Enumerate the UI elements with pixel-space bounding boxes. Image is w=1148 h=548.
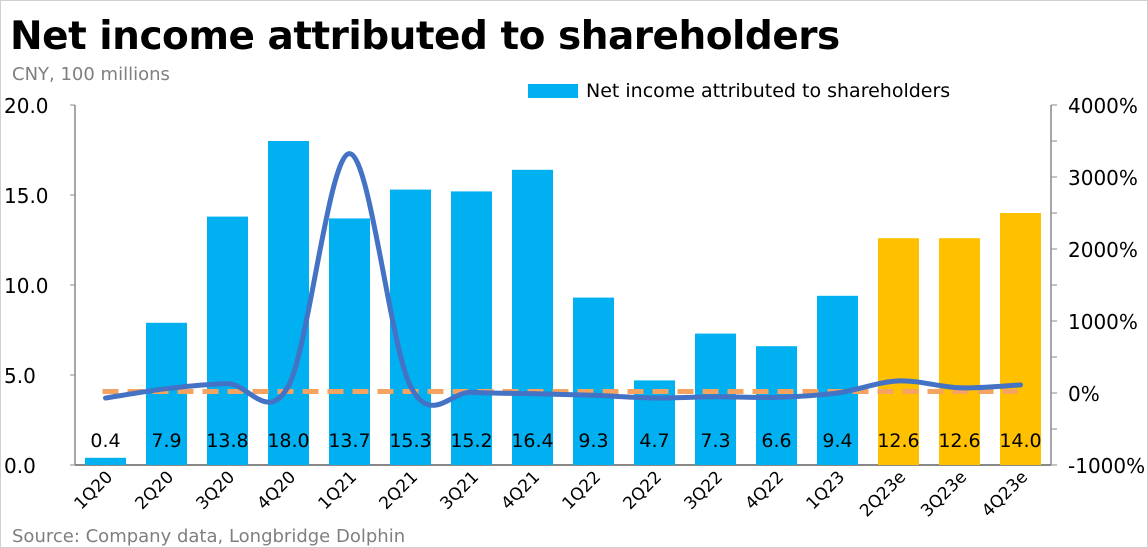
bar-1Q21 bbox=[329, 218, 370, 465]
right-tick-label: -1000% bbox=[1068, 454, 1145, 478]
data-label: 12.6 bbox=[877, 430, 919, 452]
x-tick-label: 2Q23e bbox=[856, 467, 910, 521]
data-label: 4.7 bbox=[639, 430, 669, 452]
left-tick-label: 10.0 bbox=[4, 274, 49, 298]
data-label: 15.3 bbox=[389, 430, 431, 452]
bar-3Q21 bbox=[451, 191, 492, 465]
right-tick-label: 0% bbox=[1068, 382, 1100, 406]
source-note: Source: Company data, Longbridge Dolphin bbox=[12, 526, 406, 547]
x-tick-label: 4Q21 bbox=[497, 467, 544, 514]
x-tick-label: 4Q22 bbox=[741, 467, 788, 514]
data-label: 12.6 bbox=[938, 430, 980, 452]
data-label: 9.4 bbox=[822, 430, 852, 452]
bar-4Q22 bbox=[756, 346, 797, 465]
data-label: 15.2 bbox=[450, 430, 492, 452]
right-tick-label: 3000% bbox=[1068, 166, 1138, 190]
data-label: 7.3 bbox=[700, 430, 730, 452]
unit-label: CNY, 100 millions bbox=[12, 64, 170, 85]
x-tick-label: 1Q20 bbox=[70, 467, 117, 514]
bar-2Q22 bbox=[634, 380, 675, 465]
x-tick-label: 2Q21 bbox=[375, 467, 422, 514]
bar-1Q20 bbox=[85, 457, 126, 465]
bar-4Q20 bbox=[268, 141, 309, 465]
data-label: 9.3 bbox=[578, 430, 608, 452]
left-tick-label: 5.0 bbox=[4, 364, 36, 388]
legend: Net income attributed to shareholders bbox=[528, 80, 950, 102]
data-label: 16.4 bbox=[511, 430, 553, 452]
bar-1Q23 bbox=[817, 295, 858, 465]
bar-2Q23e bbox=[878, 238, 919, 465]
data-label: 14.0 bbox=[999, 430, 1041, 452]
bar-2Q21 bbox=[390, 189, 431, 465]
chart-title: Net income attributed to shareholders bbox=[10, 14, 840, 59]
right-tick-label: 4000% bbox=[1068, 94, 1138, 118]
x-tick-label: 1Q23 bbox=[802, 467, 849, 514]
bar-3Q23e bbox=[939, 238, 980, 465]
data-label: 13.7 bbox=[328, 430, 370, 452]
data-label: 0.4 bbox=[90, 430, 120, 452]
right-tick-label: 1000% bbox=[1068, 310, 1138, 334]
x-tick-label: 2Q20 bbox=[131, 467, 178, 514]
left-tick-label: 0.0 bbox=[4, 454, 36, 478]
bar-1Q22 bbox=[573, 297, 614, 465]
x-tick-label: 3Q20 bbox=[192, 467, 239, 514]
bar-4Q21 bbox=[512, 169, 553, 466]
data-label: 7.9 bbox=[151, 430, 181, 452]
x-tick-label: 1Q22 bbox=[558, 467, 605, 514]
data-label: 6.6 bbox=[761, 430, 791, 452]
bar-4Q23e bbox=[1000, 213, 1041, 465]
legend-label: Net income attributed to shareholders bbox=[586, 80, 951, 102]
bar-3Q20 bbox=[207, 216, 248, 465]
x-tick-label: 3Q23e bbox=[917, 467, 971, 521]
left-tick-label: 20.0 bbox=[4, 94, 49, 118]
x-tick-label: 4Q23e bbox=[978, 467, 1032, 521]
legend-swatch bbox=[528, 84, 578, 98]
right-tick-label: 2000% bbox=[1068, 238, 1138, 262]
x-tick-label: 4Q20 bbox=[253, 467, 300, 514]
x-tick-label: 3Q21 bbox=[436, 467, 483, 514]
data-label: 18.0 bbox=[267, 430, 309, 452]
x-tick-label: 2Q22 bbox=[619, 467, 666, 514]
data-label: 13.8 bbox=[206, 430, 248, 452]
x-tick-label: 1Q21 bbox=[314, 467, 361, 514]
x-tick-label: 3Q22 bbox=[680, 467, 727, 514]
left-tick-label: 15.0 bbox=[4, 184, 49, 208]
yoy-growth-line bbox=[103, 151, 1023, 408]
